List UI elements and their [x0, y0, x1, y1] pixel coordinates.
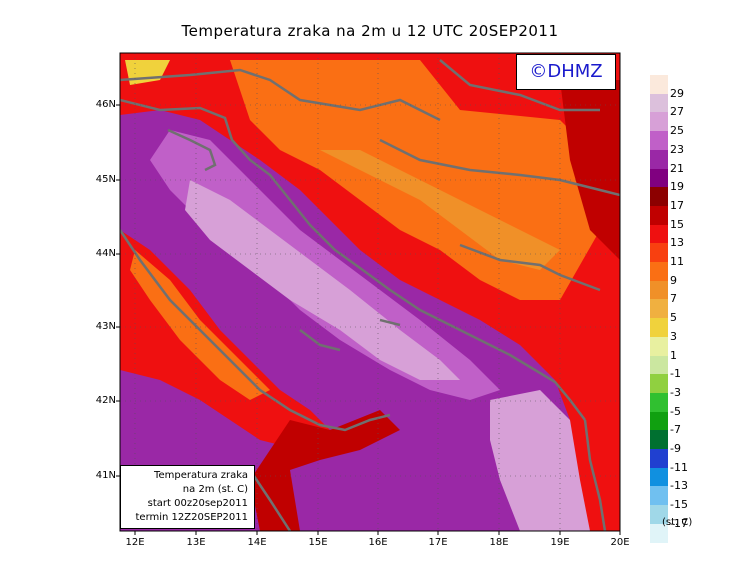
land-ne-cold: [560, 80, 620, 260]
legend-swatch: [650, 336, 668, 356]
legend-swatch: [650, 131, 668, 151]
legend-label: -7: [670, 423, 681, 437]
adriatic-center-field: [185, 180, 460, 380]
legend-swatch: [650, 243, 668, 263]
plot-frame: [119, 52, 621, 532]
legend-label: 19: [670, 180, 684, 194]
info-box: Temperatura zraka na 2m (st. C) start 00…: [120, 465, 255, 529]
legend-swatch: [650, 505, 668, 525]
lon-label-17e: 17E: [428, 537, 448, 548]
legend-label: -17: [670, 516, 688, 530]
ionian-sea-field: [490, 390, 590, 531]
legend-label: 11: [670, 255, 684, 268]
info-line-1: Temperatura zraka: [154, 470, 248, 481]
legend-label: -3: [670, 385, 681, 399]
legend-label: -5: [670, 404, 681, 418]
legend-swatch: [650, 168, 668, 188]
legend-label: 21: [670, 161, 684, 175]
lon-label-13e: 13E: [186, 537, 206, 548]
legend-swatch: [650, 411, 668, 431]
legend-swatch: [650, 75, 668, 94]
info-line-2: na 2m (st. C): [182, 484, 248, 495]
info-line-4: termin 12Z20SEP2011: [135, 512, 249, 523]
lat-label-43n: 43N: [95, 321, 116, 332]
legend-swatch: [650, 392, 668, 412]
lon-label-12e: 12E: [125, 537, 145, 548]
legend-label: 29: [670, 86, 684, 100]
lon-label-15e: 15E: [308, 537, 328, 548]
legend-label: -9: [670, 442, 681, 455]
legend-label: -1: [670, 367, 681, 381]
legend-swatch: [650, 486, 668, 506]
lon-label-20e: 20E: [610, 537, 630, 548]
legend-swatch: [650, 299, 668, 319]
legend-label: 7: [670, 292, 677, 306]
legend-label: 3: [670, 329, 677, 343]
legend-swatch: [650, 224, 668, 244]
map-title: Temperatura zraka na 2m u 12 UTC 20SEP20…: [181, 22, 559, 40]
lon-label-19e: 19E: [550, 537, 570, 548]
lon-label-16e: 16E: [368, 537, 388, 548]
info-line-3: start 00z20sep2011: [147, 498, 248, 509]
lat-label-41n: 41N: [95, 470, 116, 481]
italy-south: [250, 410, 400, 531]
legend-swatch: [650, 318, 668, 338]
italy-hot-field: [130, 250, 270, 400]
lon-label-18e: 18E: [489, 537, 509, 548]
legend-swatch: [650, 262, 668, 281]
legend-swatch: [650, 467, 668, 487]
south-sea-field: [300, 460, 520, 531]
legend-label: -11: [670, 460, 688, 474]
legend-label: 17: [670, 198, 684, 212]
legend-swatch: [650, 374, 668, 394]
legend-swatch: [650, 187, 668, 207]
legend-label: 27: [670, 105, 684, 119]
legend-swatch: [650, 355, 668, 375]
lat-label-46n: 46N: [95, 99, 116, 110]
legend-swatch: [650, 112, 668, 132]
legend-label: 23: [670, 142, 684, 156]
lon-label-14e: 14E: [247, 537, 267, 548]
legend-swatch: [650, 205, 668, 225]
legend-swatch: [650, 449, 668, 468]
lat-label-44n: 44N: [95, 248, 116, 259]
lat-label-45n: 45N: [95, 174, 116, 185]
legend-label: 5: [670, 311, 677, 325]
legend-label: -13: [670, 479, 688, 493]
graticule: [120, 53, 620, 531]
legend-label: 25: [670, 124, 684, 138]
legend-swatch: [650, 280, 668, 300]
coastlines: [120, 59, 620, 531]
lat-label-42n: 42N: [95, 395, 116, 406]
legend-unit: (st. C): [662, 517, 693, 528]
legend-label: -15: [670, 498, 688, 512]
legend-swatch: [650, 523, 668, 543]
legend-label: 1: [670, 348, 677, 362]
legend-swatch: [650, 430, 668, 450]
adriatic-sea-field: [150, 130, 500, 400]
legend-swatch: [650, 149, 668, 169]
legend-swatch: [650, 93, 668, 113]
legend-label: 9: [670, 273, 677, 287]
legend-label: 15: [670, 217, 684, 231]
legend-label: 13: [670, 236, 684, 250]
axis-ticks: [116, 104, 621, 535]
dhmz-badge: ©DHMZ: [516, 54, 616, 90]
